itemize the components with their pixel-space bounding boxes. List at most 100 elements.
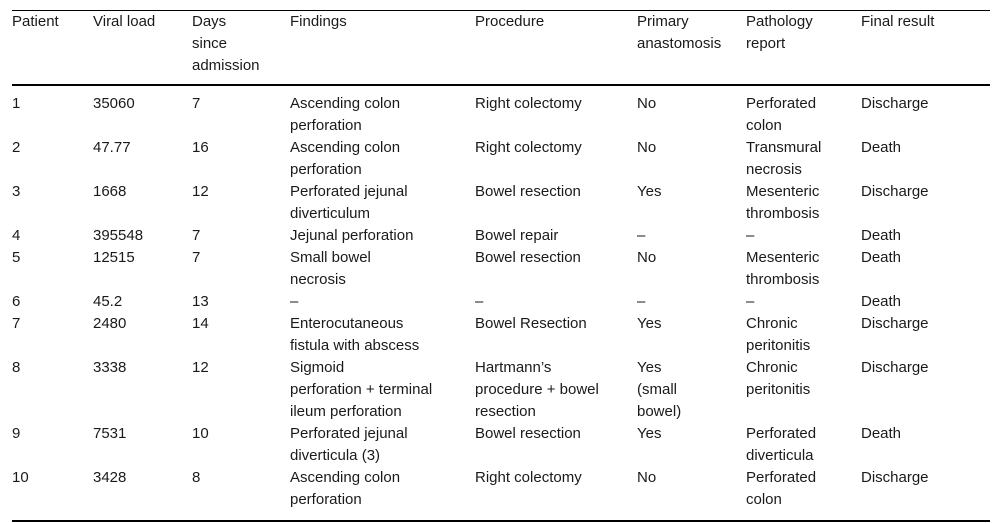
table-cell: Yes — [637, 314, 662, 332]
table-cell: Small bowel necrosis — [290, 248, 371, 288]
table-cell: 8 — [12, 358, 21, 376]
table-cell: Right colectomy — [475, 94, 582, 112]
table-cell: Yes (small bowel) — [637, 358, 682, 420]
table-cell: Mesenteric thrombosis — [746, 248, 820, 288]
table-cell: 12 — [192, 182, 209, 200]
table-cell: Death — [861, 138, 902, 156]
table-cell: Discharge — [861, 314, 929, 332]
table-cell: – — [637, 226, 646, 244]
table-cell: 1 — [12, 94, 21, 112]
table-cell: Ascending colon perforation — [290, 138, 401, 178]
table-row: 2 47.77 16 Ascending colon perforation Right… — [12, 137, 990, 181]
table-cell: No — [637, 468, 657, 486]
column-header-final-result: Final result — [861, 10, 990, 86]
table-cell: Death — [861, 424, 902, 442]
table-cell: 10 — [12, 468, 29, 486]
table-cell: Discharge — [861, 182, 929, 200]
table-cell: – — [637, 292, 646, 310]
table-cell: Bowel resection — [475, 424, 581, 442]
table-cell: Jejunal perforation — [290, 226, 414, 244]
table-row: 10 3428 8 Ascending colon perforation Right … — [12, 467, 990, 521]
table-cell: Sigmoid perforation + terminal ileum per… — [290, 358, 433, 420]
table-cell: Bowel repair — [475, 226, 559, 244]
patients-outcomes-table: Patient Viral load Days since admission … — [12, 10, 990, 522]
table-row: 5 12515 7 Small bowel necrosis Bowel resecti… — [12, 247, 990, 291]
table-cell: Perforated jejunal diverticulum — [290, 182, 408, 222]
table-cell: 3 — [12, 182, 21, 200]
table-cell: 9 — [12, 424, 21, 442]
table-cell: Enterocutaneous fistula with abscess — [290, 314, 420, 354]
table-cell: 47.77 — [93, 138, 131, 156]
table-cell: 13 — [192, 292, 209, 310]
table-cell: 10 — [192, 424, 209, 442]
column-header-days-since-admission: Days since admission — [192, 10, 290, 86]
table-cell: 2 — [12, 138, 21, 156]
table-cell: 3428 — [93, 468, 127, 486]
table-cell: Discharge — [861, 468, 929, 486]
table-cell: Yes — [637, 182, 662, 200]
table-cell: Perforated colon — [746, 94, 817, 134]
table-row: 4 395548 7 Jejunal perforation Bowel repair –… — [12, 225, 990, 247]
table-cell: 12 — [192, 358, 209, 376]
table-cell: 7 — [12, 314, 21, 332]
table-row: 1 35060 7 Ascending colon perforation Right … — [12, 85, 990, 137]
table-cell: 3338 — [93, 358, 127, 376]
table-cell: Ascending colon perforation — [290, 468, 401, 508]
column-header-procedure: Procedure — [475, 10, 637, 86]
table-cell: 8 — [192, 468, 201, 486]
column-header-primary-anastomosis: Primary anastomosis — [637, 10, 746, 86]
table-cell: – — [746, 226, 755, 244]
table-header-row: Patient Viral load Days since admission … — [12, 10, 990, 86]
column-header-viral-load: Viral load — [93, 10, 192, 86]
table-cell: 6 — [12, 292, 21, 310]
table-cell: 5 — [12, 248, 21, 266]
table-cell: No — [637, 138, 657, 156]
column-header-pathology-report: Pathology report — [746, 10, 861, 86]
table-cell: 2480 — [93, 314, 127, 332]
table-row: 6 45.2 13 – – – – Death — [12, 291, 990, 313]
table-cell: 7 — [192, 94, 201, 112]
table-cell: 14 — [192, 314, 209, 332]
table-cell: Right colectomy — [475, 138, 582, 156]
table-cell: Perforated diverticula — [746, 424, 817, 464]
table-cell: Chronic peritonitis — [746, 314, 811, 354]
table-cell: Right colectomy — [475, 468, 582, 486]
table-cell: – — [746, 292, 755, 310]
table-cell: Yes — [637, 424, 662, 442]
table-cell: 35060 — [93, 94, 135, 112]
table-cell: Mesenteric thrombosis — [746, 182, 820, 222]
table-row: 7 2480 14 Enterocutaneous fistula with absc… — [12, 313, 990, 357]
table-body: 1 35060 7 Ascending colon perforation Right … — [12, 85, 990, 521]
table-cell: 45.2 — [93, 292, 123, 310]
table-row: 9 7531 10 Perforated jejunal diverticula (3… — [12, 423, 990, 467]
table-cell: Bowel resection — [475, 248, 581, 266]
table-cell: 7531 — [93, 424, 127, 442]
table-cell: Death — [861, 248, 902, 266]
table-cell: 7 — [192, 248, 201, 266]
table-cell: Chronic peritonitis — [746, 358, 811, 398]
table-cell: Transmural necrosis — [746, 138, 822, 178]
table-cell: 395548 — [93, 226, 144, 244]
table-cell: Perforated colon — [746, 468, 817, 508]
table-cell: Discharge — [861, 94, 929, 112]
table-cell: Discharge — [861, 358, 929, 376]
table-cell: Hartmann’s procedure + bowel resection — [475, 358, 599, 420]
table-cell: 12515 — [93, 248, 135, 266]
table-row: 8 3338 12 Sigmoid perforation + terminal il… — [12, 357, 990, 423]
table-cell: 1668 — [93, 182, 127, 200]
table-cell: 4 — [12, 226, 21, 244]
table-cell: 7 — [192, 226, 201, 244]
table-cell: – — [290, 292, 299, 310]
table-cell: Death — [861, 226, 902, 244]
table-cell: 16 — [192, 138, 209, 156]
table-cell: Bowel resection — [475, 182, 581, 200]
table-cell: Bowel Resection — [475, 314, 587, 332]
column-header-patient: Patient — [12, 10, 93, 86]
table-cell: Death — [861, 292, 902, 310]
table-cell: – — [475, 292, 484, 310]
table-cell: Ascending colon perforation — [290, 94, 401, 134]
table-cell: Perforated jejunal diverticula (3) — [290, 424, 408, 464]
table-cell: No — [637, 248, 657, 266]
table-cell: No — [637, 94, 657, 112]
